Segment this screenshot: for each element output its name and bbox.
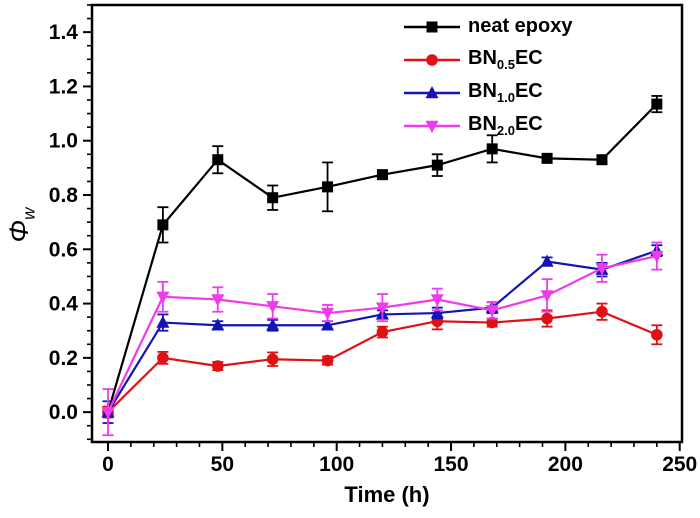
x-tick-label: 50 bbox=[211, 453, 234, 476]
legend-marker-circle-icon bbox=[404, 53, 460, 66]
plot-frame bbox=[90, 3, 684, 444]
data-point-square bbox=[376, 169, 388, 181]
data-point-circle bbox=[651, 328, 663, 341]
legend-entry-neat-epoxy: neat epoxy bbox=[402, 10, 572, 43]
data-point-circle bbox=[596, 305, 608, 318]
data-point-circle bbox=[266, 353, 279, 366]
y-tick-label: 0.4 bbox=[49, 293, 79, 316]
data-point-square bbox=[596, 154, 608, 166]
series-bn0-5ec bbox=[102, 302, 663, 419]
x-tick-label: 100 bbox=[319, 453, 354, 476]
y-tick-label: 1.0 bbox=[49, 130, 78, 153]
data-point-triangle-down bbox=[156, 291, 170, 304]
y-axis: 0.0 0.2 0.4 0.6 0.8 1.0 1.2 1.4 bbox=[49, 4, 92, 441]
data-point-triangle-up bbox=[321, 318, 335, 331]
data-point-triangle-down bbox=[485, 305, 499, 318]
x-axis-title: Time (h) bbox=[344, 482, 430, 507]
data-point-square bbox=[157, 219, 169, 231]
series-bn2-0ec bbox=[101, 241, 664, 437]
data-point-square bbox=[431, 159, 443, 171]
legend-entry-bn2-0ec: BN2.0EC bbox=[402, 109, 572, 142]
x-tick-label: 0 bbox=[102, 453, 114, 476]
data-point-triangle-down bbox=[321, 307, 335, 321]
data-point-triangle-down bbox=[211, 294, 225, 307]
data-point-triangle-up bbox=[266, 318, 280, 331]
legend-label: BN0.5EC bbox=[468, 47, 543, 72]
data-point-circle bbox=[157, 352, 169, 364]
legend-marker-triangle-down-icon bbox=[404, 120, 460, 133]
data-point-triangle-up bbox=[156, 315, 170, 328]
data-point-triangle-down bbox=[425, 120, 439, 133]
y-tick-label: 1.2 bbox=[49, 75, 78, 98]
legend-label: BN2.0EC bbox=[468, 113, 543, 138]
data-point-triangle-down bbox=[595, 263, 609, 276]
legend-label: neat epoxy bbox=[468, 15, 573, 37]
x-tick-label: 150 bbox=[434, 453, 469, 476]
data-point-square bbox=[426, 21, 438, 32]
data-point-circle bbox=[376, 326, 389, 338]
data-point-triangle-down bbox=[101, 406, 115, 420]
data-point-triangle-down bbox=[540, 290, 554, 303]
data-point-triangle-up bbox=[540, 254, 554, 267]
y-tick-label: 0.0 bbox=[49, 401, 78, 424]
data-point-triangle-down bbox=[650, 250, 664, 264]
legend-entry-bn0-5ec: BN0.5EC bbox=[402, 43, 572, 76]
data-point-triangle-down bbox=[266, 301, 280, 314]
x-tick-label: 250 bbox=[662, 453, 697, 476]
data-point-square bbox=[541, 152, 553, 164]
data-point-circle bbox=[486, 316, 498, 329]
data-point-square bbox=[267, 192, 279, 204]
data-point-square bbox=[212, 154, 224, 166]
data-point-triangle-up bbox=[425, 85, 439, 98]
legend-entry-bn1-0ec: BN1.0EC bbox=[402, 76, 572, 109]
series-neat-epoxy bbox=[102, 95, 663, 419]
y-tick-label: 0.8 bbox=[49, 184, 79, 207]
phi-symbol: Φ bbox=[4, 219, 34, 243]
phi-subscript: w bbox=[19, 207, 39, 220]
data-point-triangle-up bbox=[211, 318, 225, 331]
x-tick-label: 200 bbox=[548, 453, 583, 476]
legend: neat epoxy BN0.5EC BN1.0EC BN2.0EC bbox=[402, 10, 572, 142]
series-line bbox=[106, 103, 658, 413]
data-point-triangle-down bbox=[375, 302, 389, 315]
y-tick-label: 0.2 bbox=[49, 347, 78, 370]
data-point-triangle-up bbox=[430, 306, 444, 319]
data-point-square bbox=[651, 98, 663, 110]
legend-label: BN1.0EC bbox=[468, 80, 543, 105]
data-point-triangle-down bbox=[430, 294, 444, 307]
data-point-circle bbox=[211, 360, 224, 372]
data-point-circle bbox=[321, 354, 334, 367]
data-point-square bbox=[486, 143, 498, 155]
y-tick-label: 1.4 bbox=[49, 21, 79, 44]
legend-marker-triangle-up-icon bbox=[404, 85, 460, 98]
x-axis: 0 50 100 150 200 250 bbox=[102, 442, 697, 476]
data-point-circle bbox=[541, 312, 553, 325]
data-point-circle bbox=[426, 53, 438, 66]
legend-marker-square-icon bbox=[404, 21, 460, 32]
y-tick-label: 0.6 bbox=[49, 238, 78, 261]
y-axis-title: Φw bbox=[2, 190, 39, 260]
data-point-square bbox=[322, 181, 334, 193]
